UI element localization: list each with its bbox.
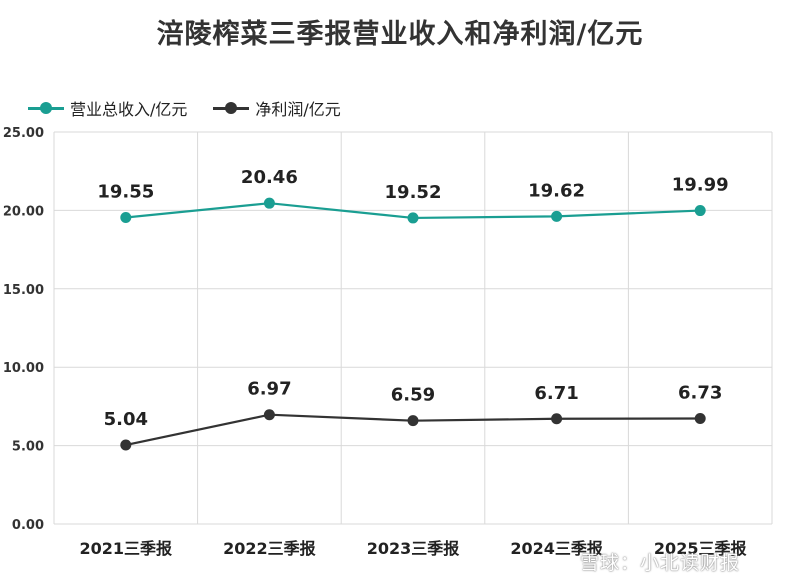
x-tick-label: 2023三季报 xyxy=(367,539,460,558)
y-tick-label: 25.00 xyxy=(3,126,44,141)
legend: 营业总收入/亿元 净利润/亿元 xyxy=(28,96,367,120)
y-tick-label: 15.00 xyxy=(3,283,44,298)
data-point[interactable] xyxy=(263,409,275,421)
data-label: 19.52 xyxy=(385,182,442,203)
x-tick-label: 2022三季报 xyxy=(223,539,316,558)
legend-label-net-profit: 净利润/亿元 xyxy=(255,100,341,119)
data-point[interactable] xyxy=(263,197,275,209)
watermark: 雪球：小北读财报 xyxy=(580,552,741,574)
data-point[interactable] xyxy=(694,205,706,217)
legend-item-net-profit[interactable]: 净利润/亿元 xyxy=(213,96,341,120)
legend-swatch-net-profit xyxy=(213,101,250,115)
x-tick-label: 2021三季报 xyxy=(80,539,173,558)
data-label: 6.73 xyxy=(678,382,722,403)
x-tick-label: 2024三季报 xyxy=(510,539,603,558)
data-label: 19.55 xyxy=(97,181,154,202)
y-tick-label: 5.00 xyxy=(12,440,44,455)
data-point[interactable] xyxy=(551,210,563,222)
data-point[interactable] xyxy=(120,439,132,451)
legend-label-revenue: 营业总收入/亿元 xyxy=(70,100,188,119)
data-label: 19.99 xyxy=(672,175,729,196)
data-label: 6.97 xyxy=(247,379,291,400)
data-label: 20.46 xyxy=(241,167,298,188)
y-tick-label: 0.00 xyxy=(12,518,44,533)
data-point[interactable] xyxy=(407,212,419,224)
x-tick-label: 2025三季报 xyxy=(654,539,747,558)
data-label: 19.62 xyxy=(528,180,585,201)
y-tick-label: 20.00 xyxy=(3,204,44,219)
chart-title: 涪陵榨菜三季报营业收入和净利润/亿元 xyxy=(156,19,644,50)
data-label: 5.04 xyxy=(104,409,148,430)
data-point[interactable] xyxy=(694,412,706,424)
legend-swatch-revenue xyxy=(28,101,64,115)
y-tick-label: 10.00 xyxy=(3,361,44,376)
data-point[interactable] xyxy=(551,413,563,425)
data-point[interactable] xyxy=(407,415,419,427)
data-label: 6.71 xyxy=(534,383,578,404)
data-point[interactable] xyxy=(120,211,132,223)
data-label: 6.59 xyxy=(391,385,435,406)
legend-item-revenue[interactable]: 营业总收入/亿元 xyxy=(28,96,187,120)
